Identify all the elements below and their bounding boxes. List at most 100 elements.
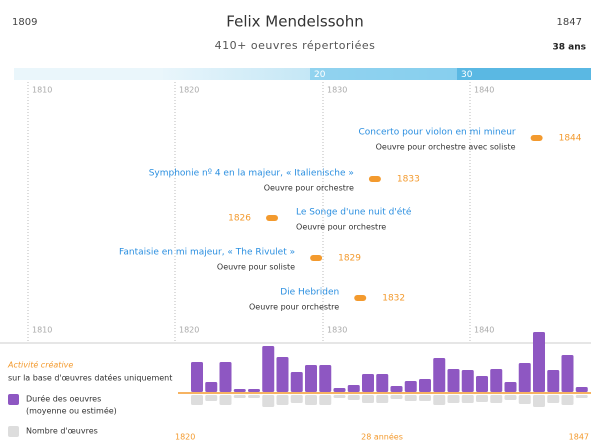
count-bar: [419, 395, 431, 401]
duration-bar: [490, 369, 503, 392]
decade-label-top: 1820: [179, 86, 199, 95]
count-bar: [404, 395, 417, 401]
count-bar: [390, 395, 403, 399]
duration-bar: [319, 365, 332, 392]
count-label: Nombre d'œuvres: [26, 427, 98, 436]
duration-bar: [404, 381, 417, 392]
work-year: 1832: [382, 294, 405, 304]
count-bar: [447, 395, 460, 403]
work-marker: [354, 295, 367, 301]
count-bar: [276, 395, 289, 405]
work-year: 1829: [338, 254, 361, 264]
duration-bar: [561, 355, 574, 392]
count-bar: [347, 395, 360, 400]
count-bar: [547, 395, 560, 403]
decade-label-top: 1830: [327, 86, 347, 95]
work-marker: [266, 215, 279, 221]
title: Felix Mendelssohn: [226, 13, 363, 31]
count-bar: [490, 395, 503, 403]
duration-bar: [362, 374, 374, 392]
duration-bar: [390, 386, 403, 392]
work-type: Oeuvre pour soliste: [217, 263, 295, 272]
duration-bar: [419, 379, 431, 392]
work-marker: [310, 255, 323, 261]
duration-bar: [248, 389, 260, 392]
count-bar: [219, 395, 232, 405]
decade-label-top: 1840: [474, 86, 494, 95]
count-bar: [362, 395, 374, 403]
count-bar: [518, 395, 531, 404]
count-bar: [248, 395, 260, 398]
duration-bar: [447, 369, 460, 392]
duration-bar: [219, 362, 232, 392]
count-bar: [433, 395, 446, 405]
count-bar: [319, 395, 332, 405]
work-title: Symphonie nº 4 en la majeur, « Italienis…: [149, 169, 354, 179]
activity-subtitle: sur la base d'œuvres datées uniquement: [8, 373, 172, 383]
decade-label-bottom: 1840: [474, 326, 494, 335]
work-title: Concerto pour violon en mi mineur: [359, 128, 516, 138]
duration-bar: [575, 387, 588, 392]
work-title: Fantaisie en mi majeur, « The Rivulet »: [119, 248, 295, 258]
subtitle: 410+ oeuvres répertoriées: [215, 39, 376, 52]
work-year: 1826: [228, 214, 251, 224]
duration-bar: [476, 376, 488, 392]
age-tick: 30: [461, 70, 473, 80]
duration-bar: [191, 362, 203, 392]
age-tick: 20: [314, 70, 326, 80]
duration-bar: [262, 346, 275, 392]
work-marker: [368, 176, 381, 182]
work-year: 1833: [397, 175, 420, 185]
count-bar: [191, 395, 203, 405]
age-band-30: [457, 68, 591, 80]
count-bar: [376, 395, 389, 403]
work-marker: [530, 135, 543, 141]
count-bar: [305, 395, 317, 405]
duration-swatch: [8, 394, 19, 405]
decade-label-top: 1810: [32, 86, 52, 95]
count-bar: [262, 395, 275, 407]
decade-label-bottom: 1830: [327, 326, 347, 335]
activity-span: 28 années: [361, 432, 403, 441]
duration-bar: [305, 365, 317, 392]
duration-bar: [547, 370, 560, 392]
duration-bar: [276, 357, 289, 392]
duration-bar: [205, 382, 218, 392]
decade-label-bottom: 1810: [32, 326, 52, 335]
work-title: Die Hebriden: [280, 288, 339, 298]
duration-note: (moyenne ou estimée): [26, 406, 117, 416]
end-year: 1847: [557, 17, 582, 28]
duration-bar: [518, 363, 531, 392]
duration-label: Durée des oeuvres: [26, 394, 101, 404]
count-bar: [504, 395, 517, 400]
duration-bar: [461, 370, 474, 392]
age: 38 ans: [553, 43, 587, 53]
duration-bar: [504, 382, 517, 392]
count-bar: [233, 395, 246, 398]
duration-bar: [376, 374, 389, 392]
work-type: Oeuvre pour orchestre: [264, 184, 354, 193]
count-bar: [561, 395, 574, 405]
count-bar: [461, 395, 474, 403]
activity-title: Activité créative: [7, 360, 73, 370]
work-type: Oeuvre pour orchestre avec soliste: [376, 143, 516, 152]
work-title: Le Songe d'une nuit d'été: [296, 207, 412, 218]
count-bar: [476, 395, 488, 402]
duration-bar: [290, 372, 303, 392]
decade-label-bottom: 1820: [179, 326, 199, 335]
count-swatch: [8, 426, 19, 437]
work-year: 1844: [559, 134, 582, 144]
count-bar: [575, 395, 588, 398]
work-type: Oeuvre pour orchestre: [249, 303, 339, 312]
duration-bar: [433, 358, 446, 392]
work-type: Oeuvre pour orchestre: [296, 223, 386, 232]
start-year: 1809: [12, 17, 37, 28]
duration-bar: [347, 385, 360, 392]
activity-start: 1820: [175, 433, 195, 441]
count-bar: [205, 395, 218, 401]
count-bar: [333, 395, 346, 398]
activity-end: 1847: [569, 433, 589, 441]
duration-bar: [333, 388, 346, 392]
count-bar: [533, 395, 545, 407]
